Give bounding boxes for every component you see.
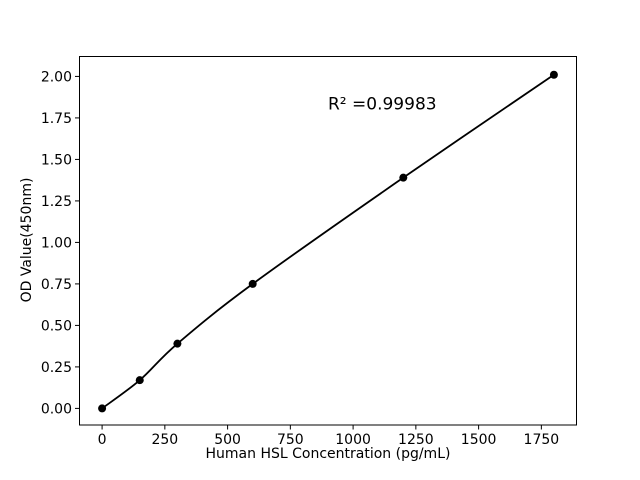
y-tick-label: 1.75 xyxy=(41,111,72,127)
y-tick-label: 2.00 xyxy=(41,69,72,85)
x-axis-label: Human HSL Concentration (pg/mL) xyxy=(206,446,451,462)
y-tick-label: 1.25 xyxy=(41,194,72,210)
x-tick-label: 250 xyxy=(151,432,178,448)
y-tick-label: 1.00 xyxy=(41,235,72,251)
plot-frame xyxy=(79,56,577,426)
plot-area: 0 250 500 750 1000 1250 1500 1750 0.00 0.25 0.50 0.… xyxy=(41,56,577,448)
data-point xyxy=(399,173,408,182)
data-point xyxy=(98,404,107,413)
x-tick-label: 500 xyxy=(214,432,241,448)
data-point xyxy=(549,70,558,79)
data-point xyxy=(248,279,257,288)
data-point xyxy=(135,376,144,385)
data-point xyxy=(173,339,182,348)
r-squared-annotation: R² =0.99983 xyxy=(328,95,437,115)
x-tick-label: 750 xyxy=(277,432,304,448)
y-tick-label: 0.25 xyxy=(41,360,72,376)
x-tick-label: 1500 xyxy=(461,432,497,448)
x-tick-label: 1250 xyxy=(398,432,434,448)
fit-line xyxy=(101,74,555,410)
y-tick-label: 0.00 xyxy=(41,401,72,417)
x-tick-label: 1000 xyxy=(335,432,371,448)
x-tick-label: 1750 xyxy=(524,432,560,448)
y-axis-label: OD Value(450nm) xyxy=(19,178,35,303)
y-tick-label: 0.75 xyxy=(41,277,72,293)
y-tick-label: 0.50 xyxy=(41,318,72,334)
y-tick-label: 1.50 xyxy=(41,152,72,168)
x-tick-label: 0 xyxy=(98,432,107,448)
